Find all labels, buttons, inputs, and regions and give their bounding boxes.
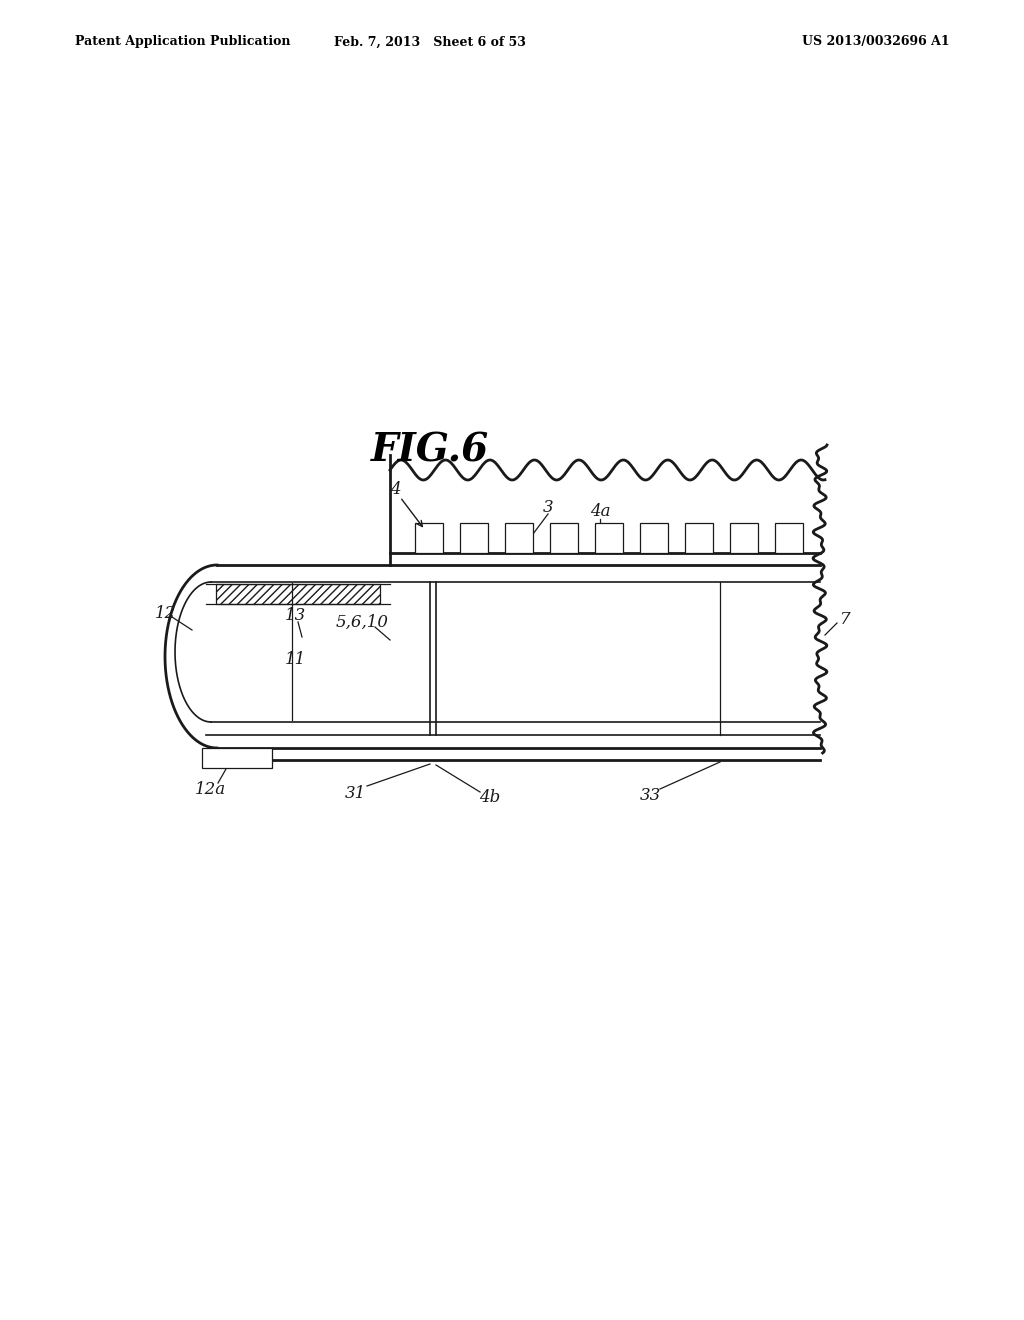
Text: Patent Application Publication: Patent Application Publication xyxy=(75,36,291,49)
Text: US 2013/0032696 A1: US 2013/0032696 A1 xyxy=(803,36,950,49)
Bar xyxy=(775,523,803,553)
Text: 33: 33 xyxy=(639,788,660,804)
Text: 5,6,10: 5,6,10 xyxy=(336,614,388,631)
Text: 31: 31 xyxy=(344,784,366,801)
Bar xyxy=(640,523,668,553)
Text: Feb. 7, 2013   Sheet 6 of 53: Feb. 7, 2013 Sheet 6 of 53 xyxy=(334,36,526,49)
Text: 4b: 4b xyxy=(479,789,501,807)
Text: 13: 13 xyxy=(285,607,305,624)
Bar xyxy=(505,523,534,553)
Text: FIG.6: FIG.6 xyxy=(371,432,489,469)
Text: 11: 11 xyxy=(285,652,305,668)
Bar xyxy=(216,583,380,605)
Bar xyxy=(595,523,623,553)
Bar xyxy=(460,523,488,553)
Text: 3: 3 xyxy=(543,499,553,516)
Text: 7: 7 xyxy=(840,611,850,628)
Bar xyxy=(730,523,758,553)
Bar xyxy=(550,523,578,553)
Bar xyxy=(685,523,713,553)
Bar xyxy=(202,748,272,768)
Text: 4: 4 xyxy=(390,482,400,499)
Bar xyxy=(415,523,443,553)
Text: 12a: 12a xyxy=(195,781,225,799)
Text: 4a: 4a xyxy=(590,503,610,520)
Text: 12: 12 xyxy=(155,606,176,623)
